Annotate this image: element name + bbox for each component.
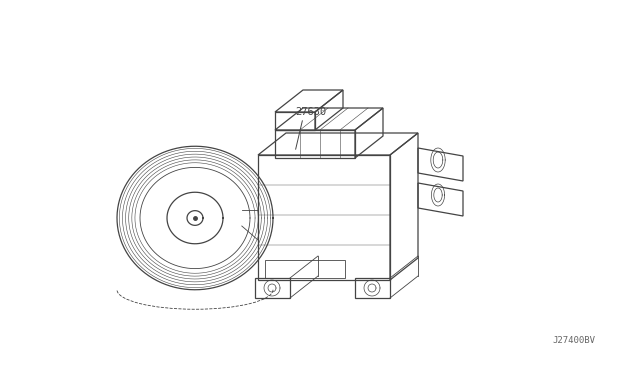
Text: J27400BV: J27400BV bbox=[552, 336, 595, 345]
Text: 27630: 27630 bbox=[295, 107, 326, 117]
